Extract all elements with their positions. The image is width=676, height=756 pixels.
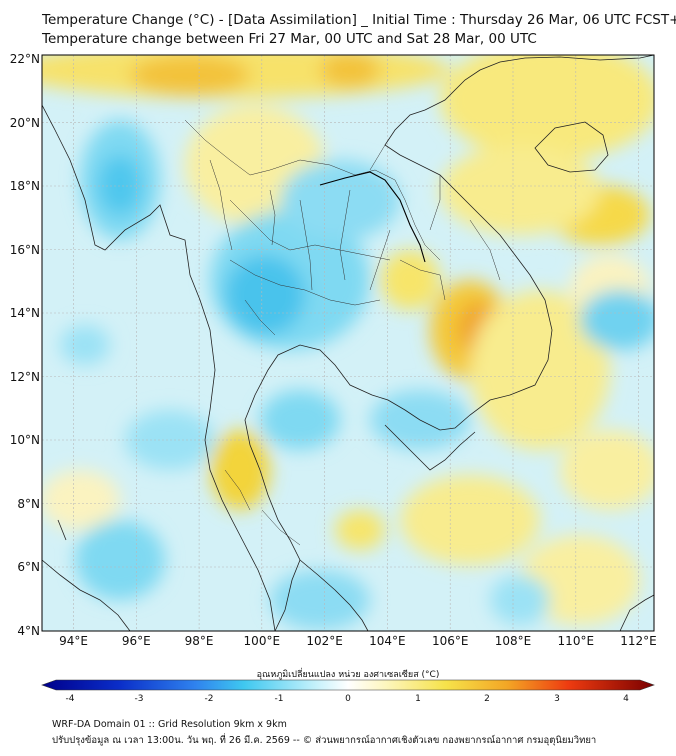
lat-tick: 12°N [10, 370, 40, 384]
footer-model-info: WRF-DA Domain 01 :: Grid Resolution 9km … [52, 719, 287, 730]
lat-tick: 22°N [10, 52, 40, 66]
colorbar-tick: -3 [135, 694, 144, 704]
lat-axis: 22°N 20°N 18°N 16°N 14°N 12°N 10°N 8°N 6… [10, 52, 40, 638]
lon-tick: 94°E [59, 634, 88, 648]
lat-tick: 4°N [17, 624, 40, 638]
map-frame [41, 54, 655, 632]
colorbar-tick: 4 [623, 694, 629, 704]
colorbar-label: อุณหภูมิเปลี่ยนแปลง หน่วย องศาเซลเซียส (… [257, 667, 440, 680]
colorbar-tick: 2 [484, 694, 490, 704]
colorbar-tick: 3 [554, 694, 560, 704]
colorbar-tick: -2 [205, 694, 214, 704]
province-borders [184, 119, 501, 546]
lon-tick: 100°E [244, 634, 281, 648]
footer-credit: ปรับปรุงข้อมูล ณ เวลา 13:00น. วัน พฤ. ที… [52, 735, 597, 746]
graticule [42, 55, 654, 631]
lon-tick: 112°E [620, 634, 657, 648]
lon-tick: 98°E [185, 634, 214, 648]
lon-tick: 104°E [369, 634, 406, 648]
lat-tick: 10°N [10, 433, 40, 447]
lat-tick: 20°N [10, 116, 40, 130]
temperature-field [42, 55, 654, 631]
lon-tick: 96°E [122, 634, 151, 648]
colorbar [41, 679, 655, 691]
lon-axis: 94°E 96°E 98°E 100°E 102°E 104°E 106°E 1… [59, 634, 657, 648]
lon-tick: 108°E [495, 634, 532, 648]
colorbar-tick: 1 [415, 694, 421, 704]
map-subtitle: Temperature change between Fri 27 Mar, 0… [42, 31, 537, 47]
lon-tick: 106°E [432, 634, 469, 648]
lon-tick: 110°E [558, 634, 595, 648]
colorbar-tick: -1 [275, 694, 284, 704]
lat-tick: 18°N [10, 179, 40, 193]
colorbar-tick: -4 [66, 694, 75, 704]
lon-tick: 102°E [306, 634, 343, 648]
lat-tick: 14°N [10, 306, 40, 320]
map-title: Temperature Change (°C) - [Data Assimila… [42, 12, 676, 28]
colorbar-tick: 0 [345, 694, 351, 704]
lat-tick: 8°N [17, 497, 40, 511]
lat-tick: 16°N [10, 243, 40, 257]
lat-tick: 6°N [17, 560, 40, 574]
coastlines [42, 55, 654, 631]
colorbar-ticks: -4 -3 -2 -1 0 1 2 3 4 [66, 694, 630, 704]
country-border [319, 171, 426, 263]
